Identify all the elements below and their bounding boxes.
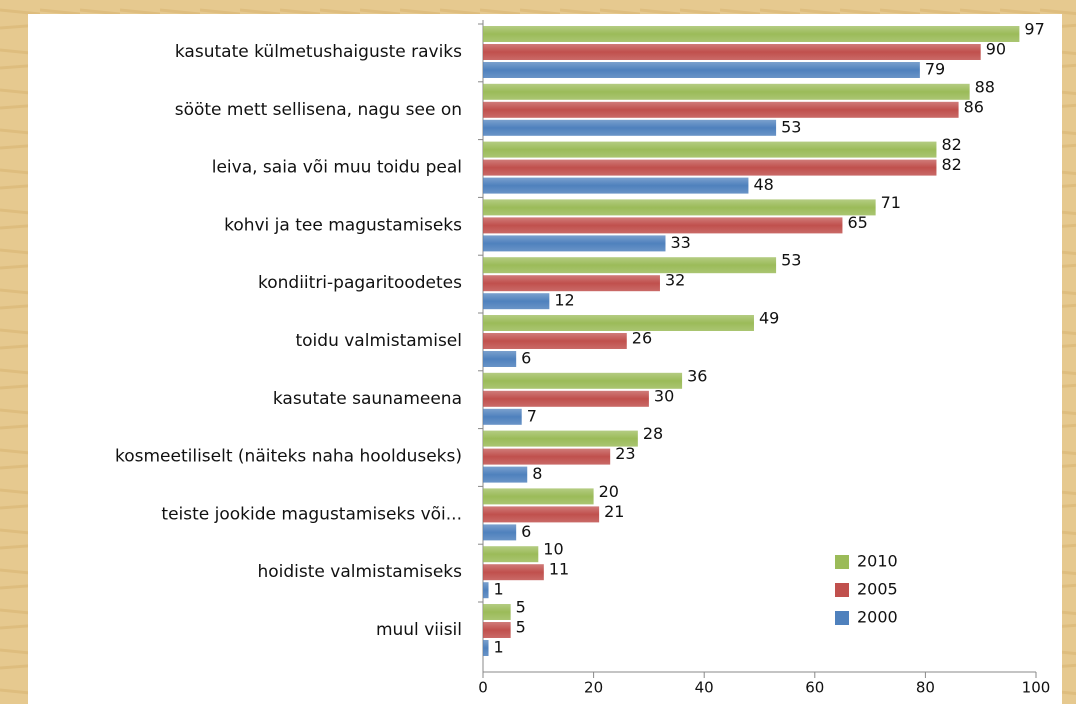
y-tick-label: teiste jookide magustamiseks või... [161,504,462,524]
data-label: 65 [847,213,867,232]
x-tick-label: 0 [478,679,488,697]
data-label: 20 [599,482,619,501]
data-label: 48 [753,175,773,194]
x-tick-label: 60 [805,679,824,697]
data-label: 28 [643,424,663,443]
data-label: 12 [554,291,574,310]
x-tick-label: 40 [695,679,714,697]
bar [483,141,937,158]
data-label: 71 [881,193,901,212]
bar [483,217,843,234]
data-label: 10 [543,540,563,559]
data-label: 86 [964,97,984,116]
bar [483,390,649,407]
bar [483,199,876,216]
bar [483,604,511,620]
data-label: 6 [521,349,531,368]
y-tick-label: kasutate saunameena [273,389,462,409]
data-label: 88 [975,77,995,96]
bar [483,372,683,389]
bar [483,351,517,367]
data-label: 30 [654,386,674,405]
data-label: 82 [941,135,961,154]
bar [483,177,749,194]
data-label: 79 [925,60,945,79]
bar [483,546,539,563]
legend-label: 2010 [857,552,898,571]
bar [483,506,600,523]
bar [483,235,666,252]
data-label: 23 [615,444,635,463]
data-label: 7 [527,406,537,425]
data-label: 5 [516,598,526,617]
data-label: 49 [759,309,779,328]
y-tick-label: kasutate külmetushaiguste raviks [175,42,462,62]
bar [483,315,754,331]
y-tick-label: leiva, saia või muu toidu peal [212,158,462,178]
x-tick-label: 20 [584,679,603,697]
bar [483,488,594,505]
data-label: 32 [665,271,685,290]
y-tick-label: kondiitri-pagaritoodetes [258,273,462,293]
legend-swatch [835,555,849,569]
data-label: 21 [604,502,624,521]
bar [483,448,611,465]
y-tick-label: kohvi ja tee magustamiseks [224,215,462,235]
y-tick-label: hoidiste valmistamiseks [257,562,462,582]
legend-swatch [835,583,849,597]
data-label: 90 [986,40,1006,59]
bar [483,466,528,483]
data-label: 53 [781,251,801,270]
bar [483,119,777,136]
data-label: 82 [941,155,961,174]
data-label: 26 [632,329,652,348]
bar [483,408,522,425]
data-label: 1 [494,580,504,599]
x-tick-label: 80 [916,679,935,697]
bar [483,275,660,292]
legend-label: 2005 [857,580,898,599]
bar [483,333,627,349]
bar [483,293,550,310]
bar [483,622,511,638]
legend-swatch [835,611,849,625]
data-label: 1 [494,638,504,657]
bar [483,564,544,581]
y-tick-label: muul viisil [376,620,462,640]
bar [483,640,489,656]
bar [483,83,970,100]
y-tick-label: toidu valmistamisel [295,331,462,351]
bar [483,159,937,176]
x-tick-label: 100 [1022,679,1051,697]
bar [483,257,777,274]
bar [483,44,981,60]
y-tick-label: sööte mett sellisena, nagu see on [175,100,462,120]
bar [483,582,489,599]
bar [483,101,959,118]
data-label: 33 [670,233,690,252]
data-label: 36 [687,366,707,385]
legend-label: 2000 [857,608,898,627]
data-label: 5 [516,618,526,637]
bar [483,430,638,447]
bar [483,26,1020,42]
bar [483,524,517,541]
data-label: 6 [521,522,531,541]
data-label: 11 [549,560,569,579]
data-label: 53 [781,117,801,136]
y-tick-label: kosmeetiliselt (näiteks naha hoolduseks) [115,447,462,467]
data-label: 97 [1024,20,1044,39]
bar [483,62,920,78]
data-label: 8 [532,464,542,483]
